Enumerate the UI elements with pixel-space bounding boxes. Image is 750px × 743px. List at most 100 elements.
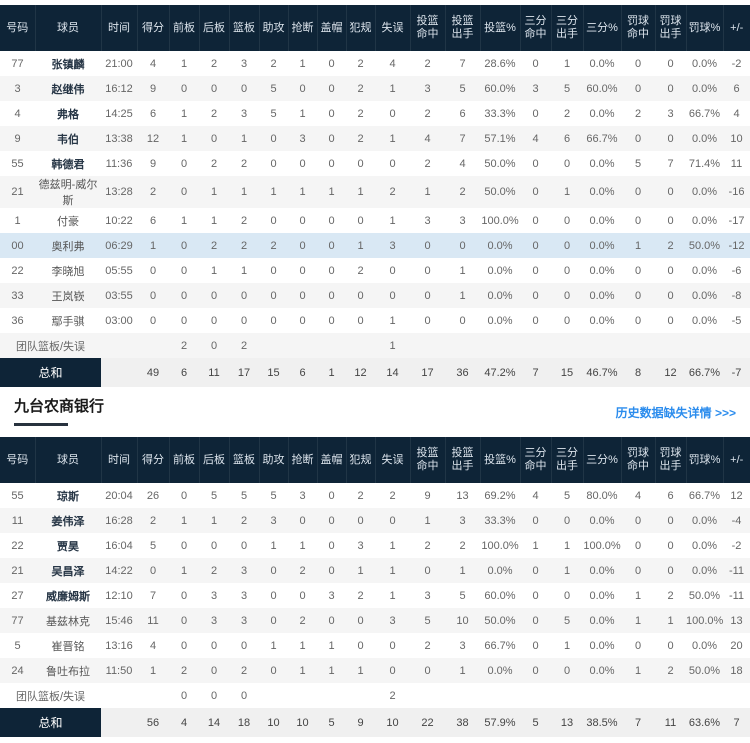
cell-fga: 1 (445, 658, 480, 683)
cell-ftm: 0 (621, 258, 655, 283)
cell-fg-pct: 100.0% (480, 208, 520, 233)
col-header-time: 时间 (101, 5, 138, 51)
cell-ftm: 1 (621, 608, 655, 633)
cell-time (101, 358, 137, 387)
cell-ast: 0 (259, 283, 288, 308)
cell-time: 03:55 (101, 283, 137, 308)
cell-fga: 5 (445, 76, 480, 101)
cell-fg-pct: 47.2% (480, 358, 520, 387)
cell-fgm: 5 (410, 608, 445, 633)
cell-off-reb: 6 (169, 358, 199, 387)
cell-ftm: 0 (621, 533, 655, 558)
cell-ftm (621, 683, 655, 708)
cell-stl: 0 (288, 76, 317, 101)
cell-time: 16:28 (101, 508, 137, 533)
cell-ftm: 7 (621, 708, 655, 737)
cell-fga: 2 (445, 176, 480, 208)
cell-turnover: 3 (375, 608, 410, 633)
cell-time: 03:00 (101, 308, 137, 333)
col-header-fg-pct: 投篮% (480, 437, 521, 483)
cell-ft-pct: 50.0% (686, 658, 723, 683)
cell-ast: 0 (259, 583, 288, 608)
cell-stl: 1 (288, 658, 317, 683)
cell-3pa (551, 683, 583, 708)
cell-def-reb: 0 (199, 283, 229, 308)
cell-3p-pct: 60.0% (583, 76, 621, 101)
cell-3p-pct: 46.7% (583, 358, 621, 387)
cell-off-reb: 2 (169, 333, 199, 358)
stats-table-head: 号码 球员 时间 得分 前板 后板 篮板 助攻 抢断 盖帽 犯规 失误 投篮 命中 投篮 出手 投篮% 三分 … (0, 5, 750, 51)
cell-stl (288, 683, 317, 708)
cell-ft-pct: 0.0% (686, 558, 723, 583)
cell-time: 11:36 (101, 151, 137, 176)
cell-ftm: 1 (621, 233, 655, 258)
cell-foul: 0 (346, 633, 375, 658)
cell-plus-minus: 7 (723, 708, 750, 737)
cell-plus-minus: -16 (723, 176, 750, 208)
cell-3pm: 4 (520, 483, 551, 508)
cell-off-reb: 0 (169, 633, 199, 658)
cell-fta: 0 (655, 283, 686, 308)
player-row: 55 琼斯 20:04 26 0 5 5 5 3 0 2 2 9 13 69.2% 4 5 80.0% 4 6 66.7… (0, 483, 750, 508)
cell-foul: 2 (346, 126, 375, 151)
cell-ftm: 4 (621, 483, 655, 508)
cell-ast: 0 (259, 558, 288, 583)
col-header-stl: 抢断 (288, 5, 318, 51)
cell-ast: 5 (259, 101, 288, 126)
cell-3p-pct: 0.0% (583, 658, 621, 683)
cell-3pm: 0 (520, 258, 551, 283)
player-row: 3 赵继伟 16:12 9 0 0 0 5 0 0 2 1 3 5 60.0% 3 5 60.0% 0 0 0.0% 6 (0, 76, 750, 101)
cell-foul: 0 (346, 608, 375, 633)
cell-off-reb: 0 (169, 151, 199, 176)
cell-3p-pct: 0.0% (583, 283, 621, 308)
player-name-cell: 琼斯 (35, 483, 101, 508)
cell-reb: 0 (229, 283, 259, 308)
col-header-fga: 投篮 出手 (445, 437, 481, 483)
cell-points: 1 (137, 658, 169, 683)
player-row: 77 张镇麟 21:00 4 1 2 3 2 1 0 2 4 2 7 28.6% 0 1 0.0% 0 0 0.0% -2 (0, 51, 750, 76)
cell-blk: 1 (317, 658, 346, 683)
cell-ast: 1 (259, 533, 288, 558)
cell-stl: 0 (288, 151, 317, 176)
cell-3pm: 0 (520, 633, 551, 658)
col-header-fg-pct: 投篮% (480, 5, 521, 51)
cell-fgm: 17 (410, 358, 445, 387)
cell-3pm (520, 333, 551, 358)
cell-ast: 2 (259, 51, 288, 76)
cell-3pa: 1 (551, 51, 583, 76)
cell-number: 00 (0, 233, 35, 258)
cell-3p-pct: 0.0% (583, 151, 621, 176)
cell-3pa (551, 333, 583, 358)
cell-fgm: 0 (410, 558, 445, 583)
cell-fgm: 0 (410, 258, 445, 283)
cell-3pa: 5 (551, 483, 583, 508)
col-header-number: 号码 (0, 437, 36, 483)
cell-ft-pct: 66.7% (686, 358, 723, 387)
cell-stl: 1 (288, 176, 317, 208)
cell-def-reb: 3 (199, 608, 229, 633)
cell-foul: 0 (346, 508, 375, 533)
cell-reb: 3 (229, 608, 259, 633)
cell-blk (317, 683, 346, 708)
totals-label: 总和 (0, 708, 101, 737)
cell-3pm: 0 (520, 658, 551, 683)
cell-fg-pct: 0.0% (480, 558, 520, 583)
cell-turnover: 0 (375, 151, 410, 176)
cell-stl: 0 (288, 583, 317, 608)
cell-ast: 2 (259, 233, 288, 258)
cell-fta: 2 (655, 583, 686, 608)
cell-3pm: 0 (520, 283, 551, 308)
cell-time: 11:50 (101, 658, 137, 683)
player-row: 36 鄢手骐 03:00 0 0 0 0 0 0 0 0 1 0 0 0.0% 0 0 0.0% 0 0 0.0% -5 (0, 308, 750, 333)
cell-reb: 1 (229, 126, 259, 151)
cell-3pa: 0 (551, 283, 583, 308)
player-row: 11 姜伟泽 16:28 2 1 1 2 3 0 0 0 0 1 3 33.3% 0 0 0.0% 0 0 0.0% -4 (0, 508, 750, 533)
cell-def-reb: 3 (199, 583, 229, 608)
team-rebounds-row: 团队篮板/失误 0 0 0 2 (0, 683, 750, 708)
cell-ftm: 8 (621, 358, 655, 387)
cell-plus-minus: 10 (723, 126, 750, 151)
cell-number: 55 (0, 483, 35, 508)
history-missing-data-link[interactable]: 历史数据缺失详情 >>> (615, 405, 736, 420)
player-row: 33 王岚嵚 03:55 0 0 0 0 0 0 0 0 0 0 1 0.0% 0 0 0.0% 0 0 0.0% -8 (0, 283, 750, 308)
cell-3pa: 1 (551, 633, 583, 658)
